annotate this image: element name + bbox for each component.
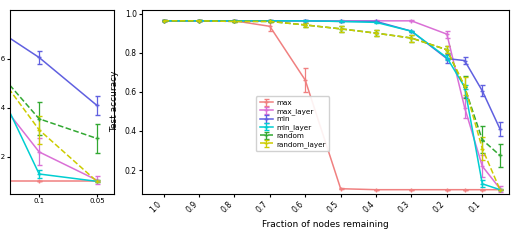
Legend: max, max_layer, min, min_layer, random, random_layer: max, max_layer, min, min_layer, random, …	[256, 96, 329, 151]
X-axis label: Fraction of nodes remaining: Fraction of nodes remaining	[262, 220, 389, 229]
Y-axis label: Test accuracy: Test accuracy	[110, 71, 119, 132]
